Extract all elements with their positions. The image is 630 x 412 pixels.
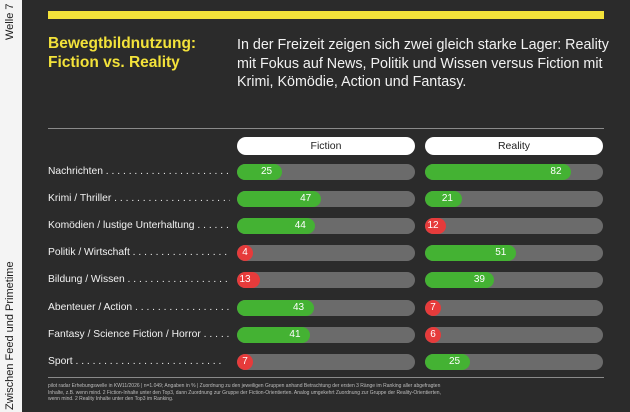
side-strip: Welle 7 Zwischen Feed und Primetime [0,0,22,412]
bar-fiction [237,191,321,208]
category-label: Komödien / lustige Unterhaltung . . . . … [48,220,230,232]
bar-fiction [237,353,253,370]
bar-reality [425,245,516,262]
bar-fiction [237,272,261,289]
bar-track: 82 [425,164,603,180]
bar-value-label: 43 [292,301,305,313]
bar-value-label: 12 [427,220,439,232]
bar-fiction [237,299,314,316]
bar-track: 7 [237,353,415,370]
bar-reality [425,272,495,289]
bar-reality [425,218,447,235]
bar-track: 51 [425,245,603,262]
column-header-reality: Reality [425,137,603,155]
bar-value-label: 47 [300,193,312,205]
bar-track: 12 [425,218,603,235]
bar-value-label: 7 [242,355,248,367]
bar-track: 39 [425,272,603,289]
bar-value-label: 41 [289,328,301,340]
bar-value-label: 44 [294,220,306,232]
divider-top [48,128,604,129]
report-title-vertical: Zwischen Feed und Primetime [4,261,16,410]
bar-track: 7 [425,299,603,316]
bar-value-label: 25 [260,166,273,177]
bar-value-label: 21 [441,193,453,205]
chart-subtitle: In der Freizeit zeigen sich zwei gleich … [237,37,609,90]
bar-fiction [237,164,282,180]
bar-value-label: 82 [550,166,562,177]
chart-title: Bewegtbildnutzung: Fiction vs. Reality [48,35,197,71]
divider-bottom [48,377,604,378]
column-header-fiction: Fiction [237,137,415,155]
bar-fiction [237,326,310,343]
bar-value-label: 13 [239,274,251,286]
bar-value-label: 25 [448,355,461,367]
bar-value-label: 39 [473,274,485,286]
bar-fiction [237,218,316,235]
bar-track: 25 [237,164,415,180]
bar-value-label: 6 [430,328,436,340]
bar-track: 41 [237,326,415,343]
bar-track: 44 [237,218,415,235]
category-label: Abenteuer / Action . . . . . . . . . . .… [48,301,230,313]
accent-bar [48,11,604,19]
bar-value-label: 4 [242,247,248,259]
category-label: Nachrichten . . . . . . . . . . . . . . … [48,166,230,177]
category-label: Politik / Wirtschaft . . . . . . . . . .… [48,247,230,259]
bar-track: 25 [425,353,603,370]
bar-reality [425,164,571,180]
bar-track: 13 [237,272,415,289]
category-label: Fantasy / Science Fiction / Horror . . .… [48,328,230,340]
footnote: pilot radar Erhebungswelle in KW11/2026 … [48,383,441,402]
bar-track: 4 [237,245,415,262]
bar-reality [425,299,441,316]
bar-track: 47 [237,191,415,208]
bar-track: 43 [237,299,415,316]
wave-label: Welle 7 [4,3,16,40]
bar-value-label: 51 [495,247,507,259]
bar-value-label: 7 [430,301,436,313]
category-label: Sport . . . . . . . . . . . . . . . . . … [48,355,222,367]
bar-track: 21 [425,191,603,208]
bar-reality [425,353,470,370]
bar-track: 6 [425,326,603,343]
bar-reality [425,326,441,343]
bar-reality [425,191,463,208]
bar-fiction [237,245,253,262]
category-label: Krimi / Thriller . . . . . . . . . . . .… [48,193,230,205]
category-label: Bildung / Wissen . . . . . . . . . . . .… [48,274,230,286]
